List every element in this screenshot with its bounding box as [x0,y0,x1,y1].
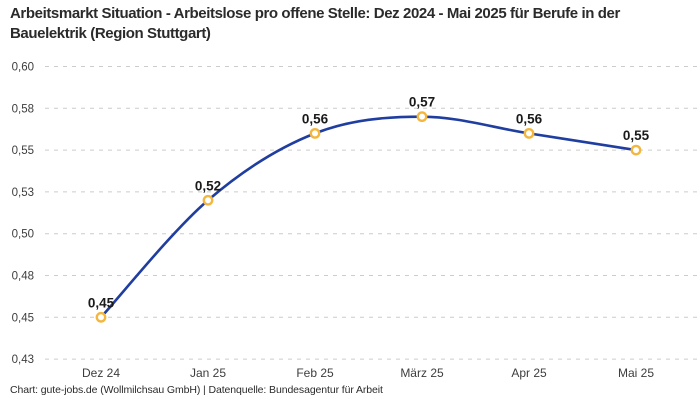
chart-title: Arbeitsmarkt Situation - Arbeitslose pro… [10,5,620,42]
x-tick-label: Mai 25 [618,366,654,380]
data-point-marker [202,194,214,206]
data-point-marker [523,127,535,139]
y-tick-label: 0,53 [12,187,34,199]
data-point-marker [630,144,642,156]
x-tick-label: März 25 [400,366,444,380]
y-tick-label: 0,48 [12,271,34,283]
x-tick-label: Feb 25 [296,366,334,380]
x-tick-label: Jan 25 [190,366,226,380]
data-point-label: 0,56 [516,111,543,126]
x-tick-label: Dez 24 [82,366,120,380]
y-tick-label: 0,45 [12,312,34,324]
data-point-label: 0,56 [302,111,329,126]
series-line [99,115,638,319]
data-point-label: 0,45 [88,295,115,310]
y-tick-label: 0,58 [12,103,34,115]
data-point-label: 0,57 [409,95,435,110]
data-point-marker [309,127,321,139]
data-point-marker [95,311,107,323]
chart-footer: Chart: gute-jobs.de (Wollmilchsau GmbH) … [10,384,383,396]
y-tick-label: 0,55 [12,145,34,157]
y-tick-label: 0,60 [12,62,34,74]
x-tick-label: Apr 25 [511,366,547,380]
data-point-label: 0,55 [623,128,650,143]
data-point-marker [416,111,428,123]
y-tick-label: 0,50 [12,229,34,241]
data-point-label: 0,52 [195,178,221,193]
y-tick-label: 0,43 [12,354,34,366]
